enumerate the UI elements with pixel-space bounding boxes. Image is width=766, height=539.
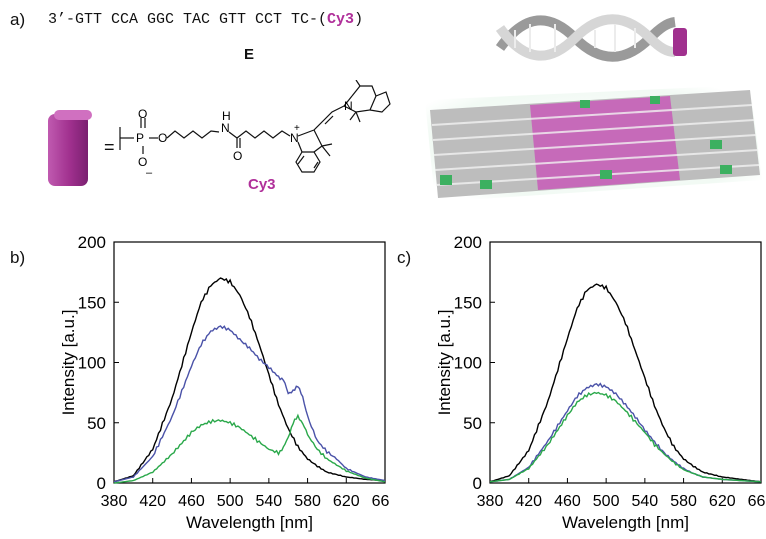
sequence-suffix: ) — [354, 11, 364, 28]
x-tick-label: 380 — [477, 493, 504, 510]
atom-o2: O — [158, 131, 167, 145]
atom-plus: + — [294, 123, 300, 134]
y-tick-label: 0 — [97, 474, 106, 493]
strand-label: E — [244, 46, 255, 63]
series-line-1 — [113, 277, 386, 483]
equals-sign: = — [104, 137, 115, 157]
panel-a-label: a) — [10, 10, 26, 29]
panel-c-label: c) — [397, 248, 412, 267]
x-tick-label: 620 — [709, 493, 736, 510]
chart-c: 0 50 100 150 200 380 420 460 500 540 580 620 660 Wave… — [436, 234, 766, 532]
x-tick-label: 460 — [554, 493, 581, 510]
cy3-structure: P O O – O N H O N + N — [119, 80, 391, 179]
y-tick-label: 50 — [463, 414, 482, 433]
atom-o-minus: O — [138, 155, 147, 169]
atom-n2: N — [344, 99, 353, 113]
sequence-prefix: 3’-GTT CCA GGC TAC GTT CCT TC-( — [48, 11, 328, 28]
y-tick-label: 200 — [454, 234, 482, 252]
atom-n1: N — [221, 121, 230, 135]
plot-frame — [113, 241, 386, 484]
x-tick-label: 620 — [333, 493, 360, 510]
x-tick-label: 420 — [515, 493, 542, 510]
atom-o1: O — [138, 107, 147, 121]
x-tick-label: 540 — [256, 493, 283, 510]
series-line-2 — [489, 382, 762, 483]
x-tick-label: 500 — [593, 493, 620, 510]
series-line-3 — [113, 413, 386, 484]
series-line-3 — [489, 391, 762, 483]
y-tick-label: 0 — [473, 474, 482, 493]
x-tick-label: 420 — [139, 493, 166, 510]
y-tick-label: 200 — [78, 234, 106, 252]
chart-b: 0 50 100 150 200 380 420 460 500 540 580 620 660 Wave… — [60, 234, 390, 532]
x-tick-label: 500 — [217, 493, 244, 510]
atom-minus: – — [146, 167, 153, 179]
x-tick-label: 580 — [670, 493, 697, 510]
atom-n-plus: N — [290, 131, 299, 145]
dna-origami-illustration — [425, 85, 762, 202]
atom-h: H — [222, 109, 231, 123]
y-tick-label: 100 — [454, 354, 482, 373]
y-axis-label: Intensity [a.u.] — [60, 310, 78, 416]
x-axis-label: Wavelength [nm] — [186, 513, 313, 532]
x-tick-label: 540 — [632, 493, 659, 510]
atom-o4: O — [233, 149, 242, 163]
dna-helix-illustration — [495, 14, 687, 62]
x-axis-label: Wavelength [nm] — [562, 513, 689, 532]
x-tick-label: 380 — [101, 493, 128, 510]
x-tick-label: 580 — [294, 493, 321, 510]
x-tick-label: 660 — [372, 493, 390, 510]
y-axis-label: Intensity [a.u.] — [436, 310, 454, 416]
series-line-2 — [113, 325, 386, 483]
x-tick-label: 660 — [748, 493, 766, 510]
y-tick-label: 50 — [87, 414, 106, 433]
y-tick-label: 100 — [78, 354, 106, 373]
x-tick-label: 460 — [178, 493, 205, 510]
atom-p: P — [136, 131, 144, 145]
sequence-dye: Cy3 — [327, 11, 355, 28]
cy3-dye-label: Cy3 — [248, 176, 276, 193]
dna-sequence: 3’-GTT CCA GGC TAC GTT CCT TC-(Cy3) — [48, 11, 363, 28]
series-line-1 — [489, 283, 762, 483]
y-tick-label: 150 — [78, 293, 106, 312]
dye-block-icon — [48, 110, 92, 186]
panel-b-label: b) — [10, 248, 26, 267]
y-tick-label: 150 — [454, 293, 482, 312]
